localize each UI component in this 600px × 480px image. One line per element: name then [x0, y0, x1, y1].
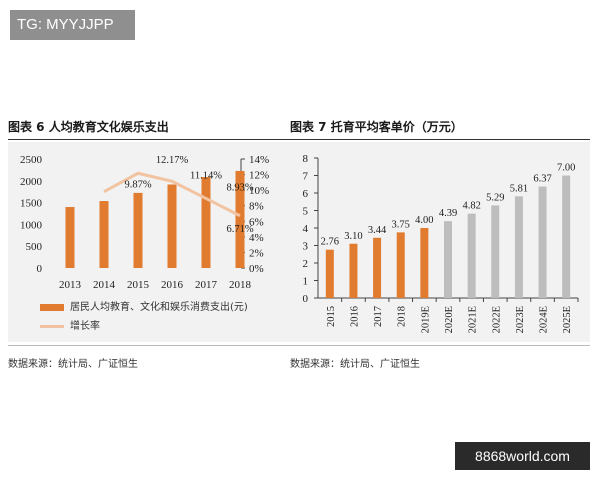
bar	[491, 205, 500, 298]
bar	[325, 249, 334, 298]
left-source: 数据来源：统计局、广证恒生	[8, 359, 138, 370]
x-tick-label: 2017	[373, 306, 384, 327]
bar-data-label: 6.37	[533, 174, 551, 185]
y-right-tick-label: 14%	[249, 154, 269, 166]
bar-data-label: 3.75	[392, 219, 410, 230]
left-bottom-rule	[8, 345, 298, 346]
bar-data-label: 3.10	[344, 231, 362, 242]
growth-data-label: 12.17%	[156, 155, 189, 166]
y-left-tick-label: 1000	[20, 219, 43, 231]
bar	[538, 186, 547, 298]
x-tick-label: 2020E	[444, 306, 455, 333]
bar	[562, 175, 571, 298]
y-tick-label: 2	[303, 258, 309, 270]
growth-data-label: 11.14%	[190, 170, 222, 181]
bar	[514, 196, 523, 298]
y-tick-label: 4	[303, 223, 309, 235]
x-tick-label: 2022E	[491, 306, 502, 333]
series-line-growth	[103, 171, 241, 218]
bar-data-label: 4.00	[415, 215, 433, 226]
bar	[373, 237, 382, 298]
y-right-tick-label: 6%	[249, 216, 264, 228]
bar-data-label: 2.76	[321, 237, 339, 248]
x-tick-label: 2016	[349, 306, 360, 327]
bar	[235, 170, 245, 268]
y-tick-label: 1	[303, 276, 309, 288]
y-right-tick-label: 0%	[249, 263, 264, 275]
x-tick-label: 2014	[93, 279, 116, 291]
x-tick-label: 2019E	[420, 306, 431, 333]
left-figure-title: 图表 6 人均教育文化娱乐支出	[8, 120, 169, 134]
y-tick-label: 0	[303, 293, 309, 305]
bar	[420, 228, 429, 298]
y-right-tick-label: 8%	[249, 201, 264, 213]
bar-data-label: 7.00	[557, 163, 575, 174]
y-tick-label: 5	[303, 206, 309, 218]
right-figure-title: 图表 7 托育平均客单价（万元）	[290, 120, 463, 134]
watermark-bottom-right: 8868world.com	[455, 442, 590, 470]
y-left-tick-label: 1500	[20, 198, 43, 210]
x-tick-label: 2018	[229, 279, 252, 291]
x-tick-label: 2021E	[468, 306, 479, 333]
growth-data-label: 9.87%	[124, 180, 151, 191]
left-title-rule	[8, 139, 298, 140]
y-left-tick-label: 0	[37, 263, 43, 275]
x-tick-label: 2017	[195, 279, 218, 291]
y-tick-label: 6	[303, 188, 309, 200]
bar-data-label: 5.29	[486, 192, 504, 203]
bar-data-label: 4.82	[462, 201, 480, 212]
bar	[444, 221, 452, 298]
bar	[167, 184, 177, 268]
x-tick-label: 2016	[161, 279, 184, 291]
x-tick-label: 2015	[127, 279, 150, 291]
x-tick-label: 2025E	[562, 306, 573, 333]
watermark-top-left: TG: MYYJJPP	[10, 10, 135, 40]
right-source: 数据来源：统计局、广证恒生	[290, 359, 420, 370]
x-tick-label: 2015	[326, 306, 337, 327]
legend-bar-swatch	[40, 303, 64, 311]
y-right-tick-label: 4%	[249, 232, 264, 244]
y-right-tick-label: 2%	[249, 247, 264, 259]
bar	[467, 213, 476, 298]
bar	[396, 232, 405, 298]
y-tick-label: 3	[303, 241, 309, 253]
bar-data-label: 5.81	[510, 183, 528, 194]
growth-data-label: 8.93%	[226, 182, 253, 193]
x-tick-label: 2023E	[515, 306, 526, 333]
bar	[201, 177, 211, 268]
right-title-rule	[290, 139, 590, 140]
bar	[99, 201, 109, 268]
y-right-tick-label: 12%	[249, 170, 269, 182]
bar-data-label: 4.39	[439, 208, 457, 219]
y-left-tick-label: 500	[26, 241, 43, 253]
y-left-tick-label: 2000	[20, 176, 43, 188]
x-tick-label: 2024E	[539, 306, 550, 333]
bar	[65, 207, 75, 268]
y-right-tick-label: 10%	[249, 185, 269, 197]
growth-data-label: 6.71%	[226, 224, 253, 235]
y-tick-label: 8	[303, 153, 309, 165]
bar-data-label: 3.44	[368, 225, 387, 236]
y-left-tick-label: 2500	[20, 154, 43, 166]
legend-bar-label: 居民人均教育、文化和娱乐消费支出(元)	[70, 302, 248, 313]
bar	[133, 192, 143, 268]
legend-line-swatch	[40, 324, 64, 328]
right-bottom-rule	[290, 345, 590, 346]
left-legend-bar: 居民人均教育、文化和娱乐消费支出(元)	[40, 298, 248, 313]
x-tick-label: 2018	[397, 306, 408, 327]
x-tick-label: 2013	[59, 279, 82, 291]
bar	[349, 243, 358, 298]
left-legend-line: 增长率	[40, 317, 100, 332]
legend-line-label: 增长率	[70, 321, 100, 332]
y-tick-label: 7	[303, 171, 309, 183]
